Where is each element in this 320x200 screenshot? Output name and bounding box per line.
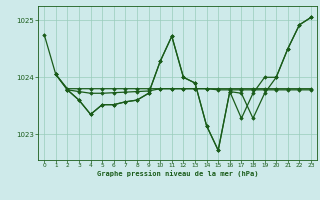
X-axis label: Graphe pression niveau de la mer (hPa): Graphe pression niveau de la mer (hPa) [97,171,258,177]
